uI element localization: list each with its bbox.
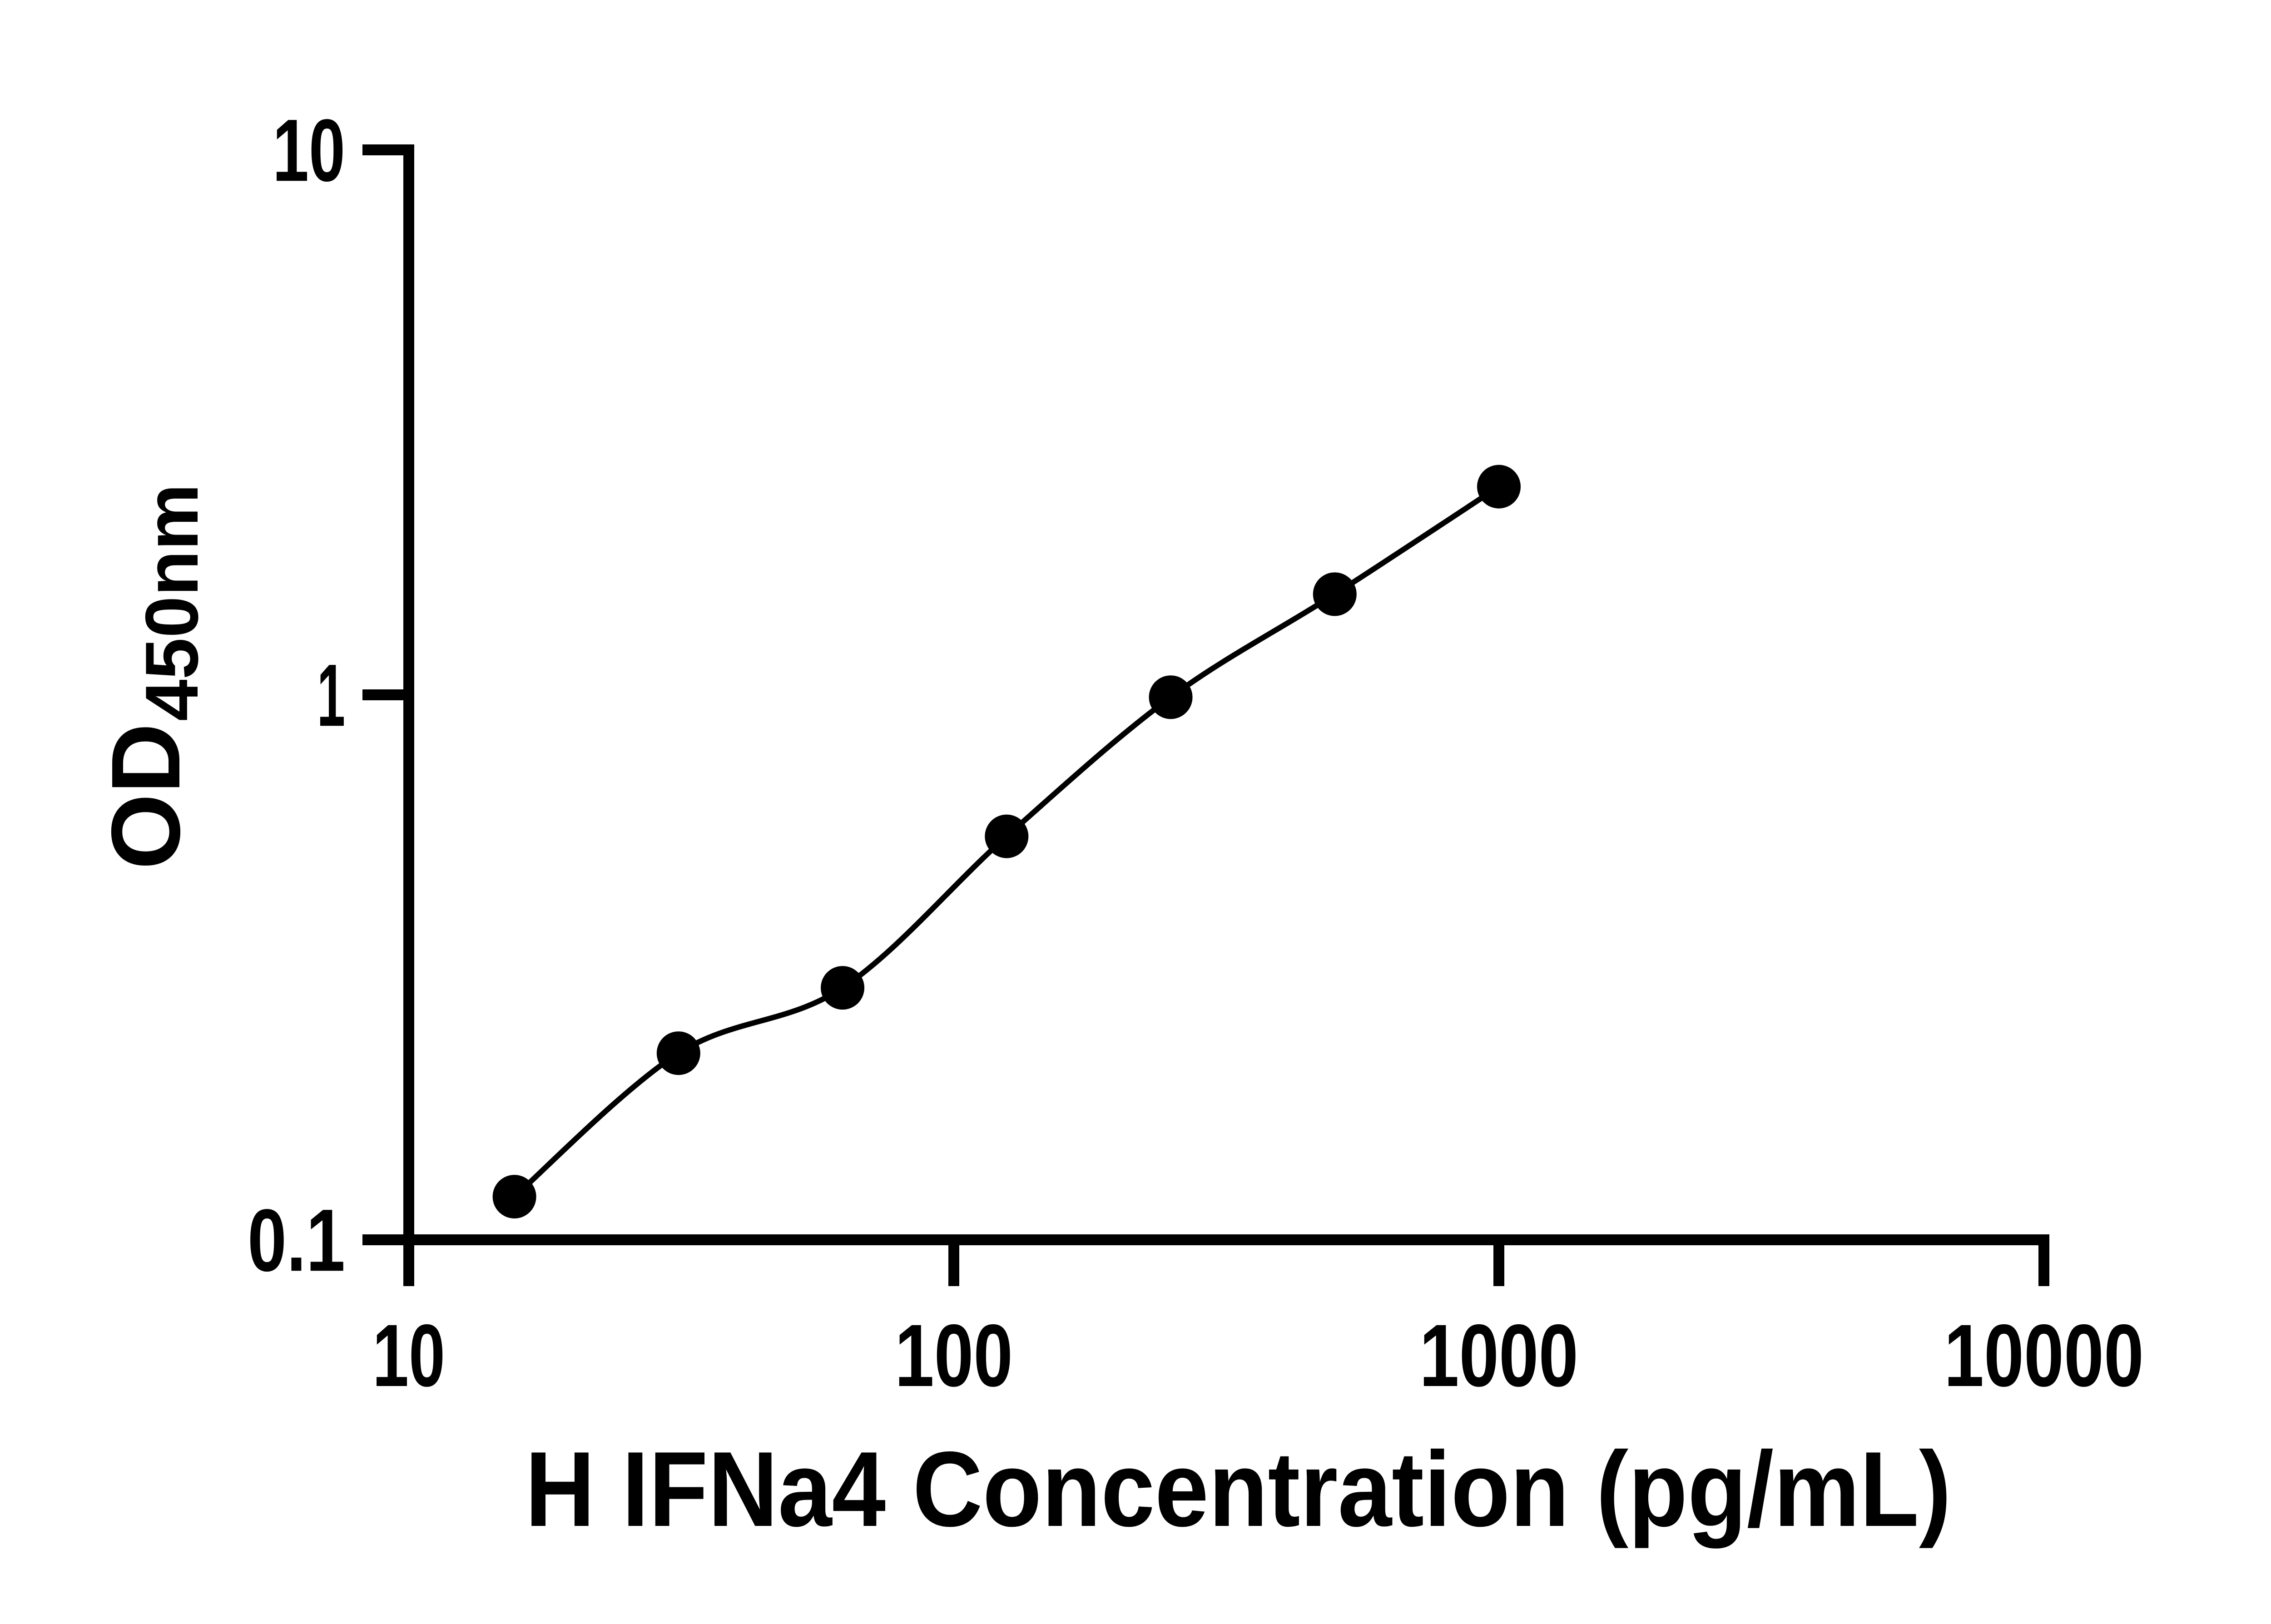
x-tick-label: 1000 [1419,1306,1578,1405]
y-axis-title: OD 450nm [91,484,213,870]
x-axis-title: H IFNa4 Concentration (pg/mL) [525,1429,1951,1549]
x-tick-label: 10000 [1944,1306,2144,1405]
y-axis-ticks [362,144,414,1245]
data-point [985,814,1029,858]
y-tick-label: 10 [273,101,345,200]
y-tick-label: 1 [317,646,345,745]
y-axis-tick-labels: 0.1 1 10 [248,101,345,1290]
x-tick-label: 100 [895,1306,1013,1405]
data-point [821,966,865,1010]
data-point [1477,465,1521,509]
y-axis-title-main: OD [91,723,200,870]
data-point [1149,675,1193,719]
y-axis-title-subscript: 450nm [130,484,213,721]
series-group [492,465,1521,1218]
data-point [492,1174,536,1218]
y-tick-label: 0.1 [248,1191,345,1290]
x-axis-tick-labels: 10 100 1000 10000 [372,1306,2144,1405]
x-tick-label: 10 [372,1306,445,1405]
data-point [1313,572,1357,616]
x-axis-ticks [403,1234,2049,1286]
data-point [656,1031,700,1075]
axis-spine [403,144,2048,1245]
